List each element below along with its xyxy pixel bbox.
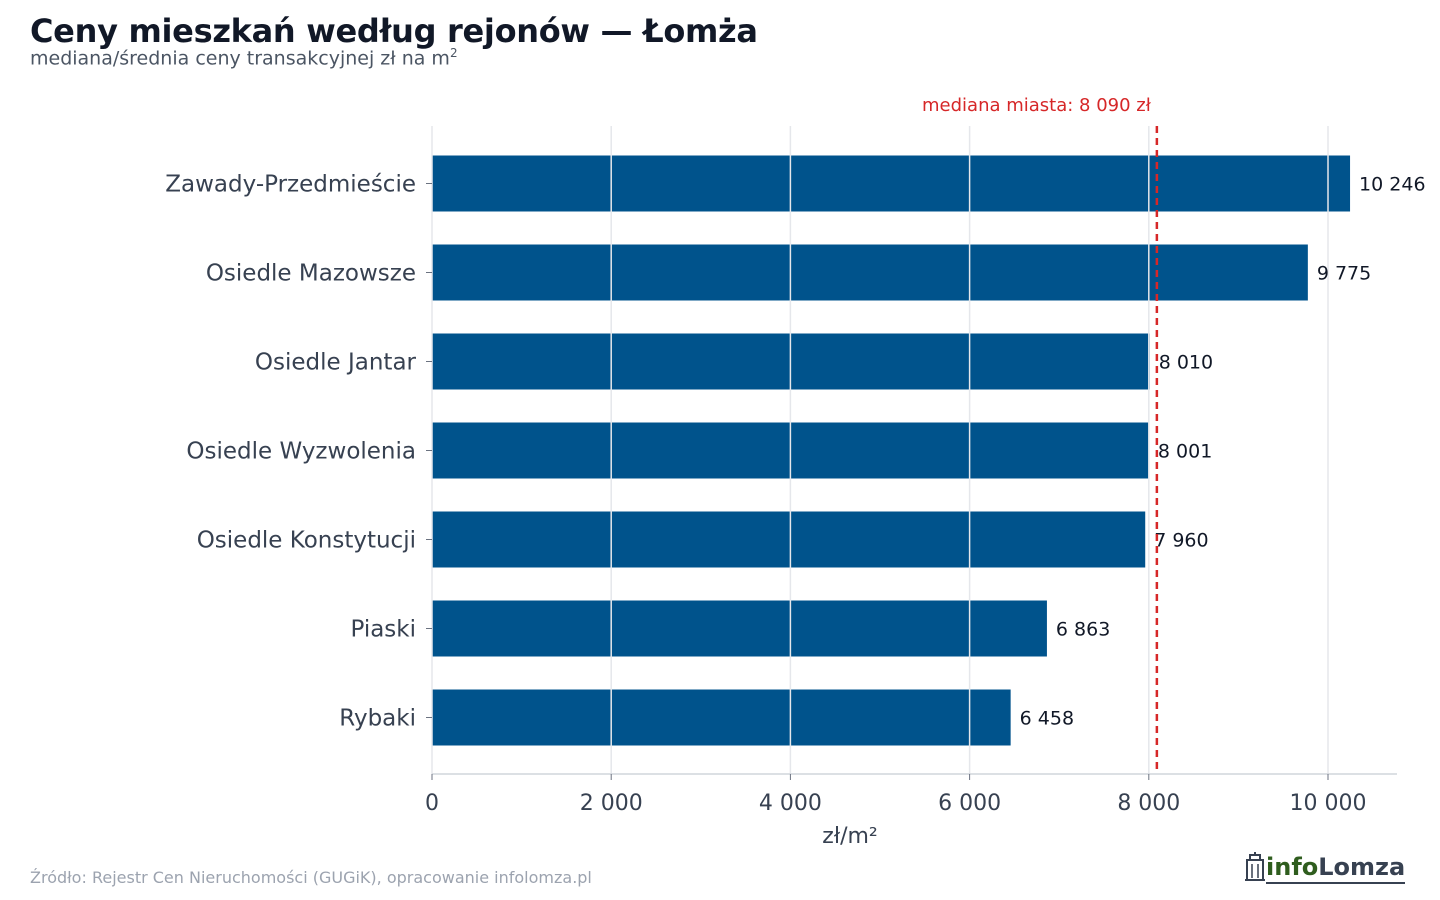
x-tick-label: 10 000: [1290, 791, 1367, 816]
chart-subtitle: mediana/średnia ceny transakcyjnej zł na…: [30, 46, 458, 69]
value-label: 6 458: [1020, 708, 1074, 730]
bar: [432, 600, 1047, 657]
category-label: Osiedle Wyzwolenia: [186, 439, 416, 465]
value-label: 6 863: [1056, 619, 1110, 641]
logo-text-lomza: Lomza: [1318, 853, 1406, 881]
source-note: Źródło: Rejestr Cen Nieruchomości (GUGiK…: [30, 868, 592, 887]
value-label: 8 001: [1158, 441, 1212, 463]
x-tick-label: 6 000: [938, 791, 1001, 816]
category-label: Osiedle Konstytucji: [197, 528, 416, 554]
category-label: Piaski: [350, 617, 416, 643]
bar: [432, 511, 1146, 568]
bar: [432, 155, 1351, 212]
value-label: 8 010: [1159, 352, 1213, 374]
value-label: 7 960: [1154, 530, 1208, 552]
subtitle-superscript: 2: [449, 46, 458, 60]
category-label: Osiedle Mazowsze: [206, 261, 416, 287]
category-label: Rybaki: [339, 706, 416, 732]
bar: [432, 689, 1011, 746]
x-tick-label: 2 000: [580, 791, 643, 816]
bar: [432, 244, 1308, 301]
median-label: mediana miasta: 8 090 zł: [922, 95, 1152, 116]
value-label: 10 246: [1359, 174, 1425, 196]
category-label: Zawady-Przedmieście: [165, 172, 416, 198]
logo-underline: [1266, 882, 1406, 884]
category-label: Osiedle Jantar: [255, 350, 417, 376]
chart-title: Ceny mieszkań według rejonów — Łomża: [30, 12, 758, 50]
infolomza-logo: info Lomza: [1244, 852, 1406, 884]
building-icon: [1245, 852, 1265, 881]
x-tick-label: 4 000: [759, 791, 822, 816]
logo-text-info: info: [1266, 853, 1319, 881]
x-axis-label: zł/m²: [822, 824, 877, 849]
x-tick-label: 8 000: [1117, 791, 1180, 816]
x-tick-label: 0: [425, 791, 439, 816]
subtitle-text: mediana/średnia ceny transakcyjnej zł na…: [30, 47, 450, 70]
value-label: 9 775: [1317, 263, 1371, 285]
